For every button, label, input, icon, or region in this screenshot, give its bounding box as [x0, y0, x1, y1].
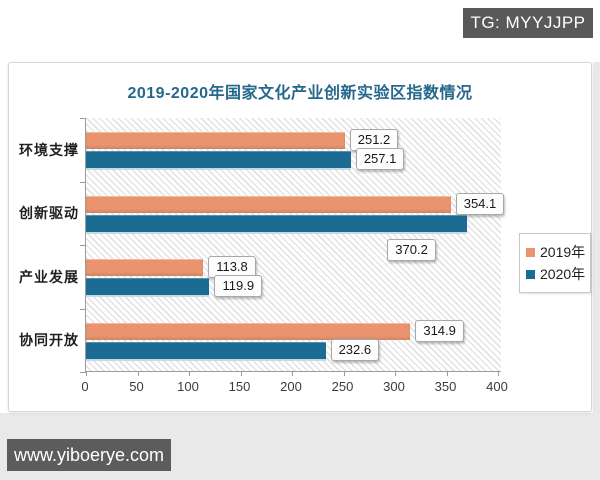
category-axis-labels: 环境支撑创新驱动产业发展协同开放	[9, 118, 79, 372]
x-axis-tick	[189, 372, 190, 376]
x-axis-tick-label: 50	[129, 379, 144, 394]
value-label: 232.6	[330, 338, 380, 361]
x-axis-tick	[292, 372, 293, 376]
bar-2020年-环境支撑	[86, 151, 351, 168]
category-label: 协同开放	[19, 332, 79, 349]
legend-label: 2019年	[540, 244, 586, 260]
x-axis-tick-label: 100	[177, 379, 199, 394]
x-axis-tick	[86, 372, 87, 376]
x-axis-tick-label: 400	[486, 379, 508, 394]
x-axis-tick-label: 200	[280, 379, 302, 394]
value-label: 314.9	[415, 319, 464, 342]
y-axis-tick	[80, 308, 86, 310]
bar-2020年-创新驱动	[86, 214, 468, 232]
bar-2020年-协同开放	[86, 341, 326, 359]
y-axis-tick	[80, 118, 86, 119]
telegram-watermark-text: TG: MYYJJPP	[470, 13, 586, 32]
x-axis-tick-label: 150	[228, 379, 251, 394]
bar-2019年-环境支撑	[86, 132, 345, 149]
y-axis-tick	[80, 181, 86, 183]
plot-area: 251.2 257.1 354.1 370.2 113.8 119.9 314.9 232.6	[80, 118, 505, 376]
x-axis-tick-label: 300	[383, 379, 405, 394]
telegram-watermark-badge: TG: MYYJJPP	[463, 8, 593, 38]
bar-2019年-产业发展	[86, 259, 204, 276]
y-axis-tick	[80, 372, 86, 373]
legend-item: 2019年	[526, 241, 586, 263]
legend-label: 2020年	[540, 266, 586, 282]
bar-2020年-产业发展	[86, 278, 210, 295]
x-axis-tick	[498, 372, 499, 376]
category-label: 环境支撑	[19, 141, 79, 158]
bar-2019年-协同开放	[86, 322, 411, 340]
x-axis-tick	[240, 372, 242, 376]
website-watermark-badge: www.yiboerye.com	[7, 439, 171, 471]
legend-swatch-icon	[526, 269, 535, 279]
x-axis-tick-label: 350	[434, 379, 457, 394]
x-axis-tick	[446, 372, 448, 376]
legend-swatch-icon	[526, 247, 535, 257]
page-right-strip	[593, 62, 600, 413]
bar-2019年-创新驱动	[86, 195, 451, 213]
x-axis-tick	[137, 372, 139, 376]
x-axis-tick	[343, 372, 345, 376]
y-axis-tick	[80, 245, 86, 246]
x-axis-tick	[395, 372, 396, 376]
category-label: 创新驱动	[19, 205, 79, 222]
chart-title: 2019-2020年国家文化产业创新实验区指数情况	[127, 85, 473, 102]
category-label: 产业发展	[19, 268, 79, 285]
legend-item: 2020年	[526, 263, 586, 285]
website-watermark-text: www.yiboerye.com	[13, 444, 165, 465]
value-label: 257.1	[355, 148, 405, 170]
x-axis-tick-label: 250	[331, 379, 354, 394]
x-axis-tick-label: 0	[81, 379, 89, 394]
value-label: 370.2	[387, 238, 436, 261]
legend: 2019年 2020年	[519, 233, 591, 293]
value-label: 354.1	[455, 192, 505, 215]
value-label: 119.9	[214, 275, 263, 297]
chart-panel: 2019-2020年国家文化产业创新实验区指数情况 环境支撑创新驱动产业发展协同…	[8, 62, 592, 412]
